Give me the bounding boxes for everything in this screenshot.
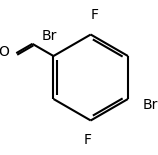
Text: Br: Br (142, 98, 158, 112)
Text: F: F (91, 8, 99, 22)
Text: O: O (0, 45, 9, 59)
Text: F: F (84, 133, 92, 147)
Text: Br: Br (42, 29, 57, 43)
